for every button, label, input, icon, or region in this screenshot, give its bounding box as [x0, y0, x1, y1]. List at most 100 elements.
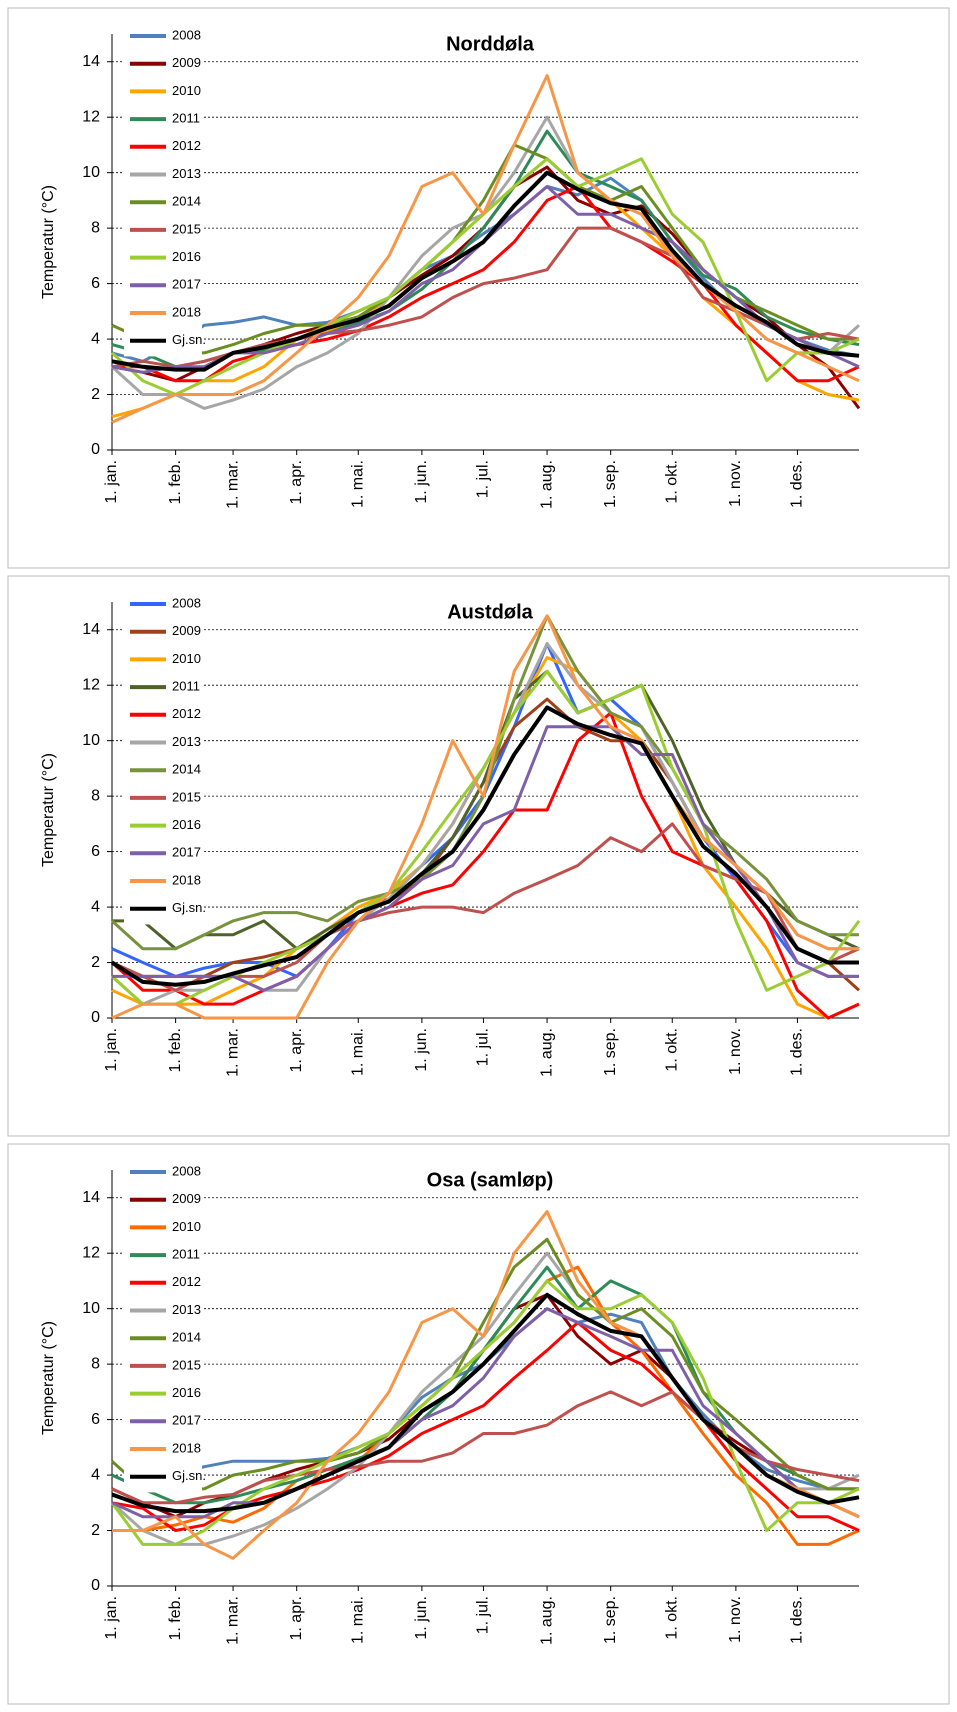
y-tick-label: 14 [82, 53, 100, 70]
y-tick-label: 6 [91, 275, 100, 292]
legend-label: 2010 [172, 83, 201, 98]
x-tick-label: 1. okt. [663, 1028, 680, 1072]
legend-label: 2011 [172, 111, 200, 126]
legend: 2008 2009 2010 2011 2012 2013 2014 2015 2016 2017… [124, 22, 206, 357]
x-tick-label: 1. nov. [727, 1028, 744, 1075]
legend-label: 2009 [172, 55, 201, 70]
legend-label: Gj.sn. [172, 900, 206, 915]
y-tick-label: 12 [82, 1244, 100, 1261]
panel-frame [7, 1143, 950, 1705]
legend-label: 2017 [172, 1413, 201, 1428]
y-tick-label: 10 [82, 732, 100, 749]
legend-bg [124, 22, 202, 357]
x-tick-label: 1. mar. [224, 1028, 241, 1077]
series-line [111, 1265, 859, 1505]
y-tick-label: 4 [91, 1466, 100, 1483]
y-tick-label: 0 [91, 1009, 100, 1026]
y-tick-label: 0 [91, 441, 100, 458]
x-tick-label: 1. apr. [288, 1028, 305, 1072]
x-tick-label: 1. jun. [413, 1028, 430, 1072]
legend-label: 2009 [172, 623, 201, 638]
x-tick-label: 1. jan. [103, 1028, 120, 1072]
chart-title: Norddøla [446, 33, 535, 55]
legend-bg [124, 1158, 202, 1493]
series-line [111, 129, 860, 369]
series-line [111, 74, 860, 424]
legend-label: 2016 [172, 249, 201, 264]
legend-label: 2011 [172, 679, 200, 694]
legend-label: 2015 [172, 1357, 201, 1372]
legend-label: 2008 [172, 27, 201, 42]
series-line [110, 705, 859, 987]
chart-panel: 0 2 4 6 8 10 12 14 1. jan. 1. feb. 1. mar. 1. apr. 1… [7, 575, 950, 1137]
y-axis-label: Temperatur (°C) [40, 1321, 57, 1435]
legend: 2008 2009 2010 2011 2012 2013 2014 2015 2016 2017… [124, 1158, 206, 1493]
x-tick-label: 1. mar. [224, 460, 241, 509]
x-tick-label: 1. mai. [349, 460, 366, 508]
legend-label: 2010 [172, 1219, 201, 1234]
legend-label: 2016 [172, 817, 201, 832]
legend-label: 2015 [172, 221, 201, 236]
y-tick-label: 2 [91, 386, 100, 403]
legend-label: 2015 [172, 789, 201, 804]
x-tick-label: 1. okt. [663, 460, 680, 504]
y-tick-label: 8 [91, 219, 100, 236]
y-tick-label: 8 [91, 1355, 100, 1372]
series-line [110, 669, 861, 1006]
x-tick-label: 1. sep. [602, 1596, 619, 1644]
legend-label: 2016 [172, 1385, 201, 1400]
series-line [110, 1237, 859, 1491]
legend-label: 2012 [172, 1274, 201, 1289]
legend-label: 2012 [172, 706, 201, 721]
legend-label: 2011 [172, 1247, 200, 1262]
series-line [110, 1251, 860, 1546]
x-tick-label: 1. apr. [288, 460, 305, 504]
legend-label: 2018 [172, 872, 201, 887]
legend-label: 2010 [172, 651, 201, 666]
x-tick-label: 1. feb. [167, 1596, 184, 1640]
y-tick-label: 10 [82, 1300, 100, 1317]
legend-label: Gj.sn. [172, 332, 206, 347]
legend-label: 2018 [172, 1440, 201, 1455]
x-tick-label: 1. jun. [413, 460, 430, 504]
y-tick-label: 6 [91, 1411, 100, 1428]
y-axis-label: Temperatur (°C) [40, 185, 57, 299]
x-tick-label: 1. aug. [538, 1596, 555, 1645]
legend-label: 2012 [172, 138, 201, 153]
y-tick-label: 4 [91, 898, 100, 915]
panel-frame [7, 7, 950, 569]
legend-label: Gj.sn. [172, 1468, 206, 1483]
x-tick-label: 1. aug. [538, 1028, 555, 1077]
legend-label: 2017 [172, 845, 201, 860]
y-tick-label: 8 [91, 787, 100, 804]
legend-label: 2014 [172, 194, 201, 209]
series-line [111, 614, 859, 1020]
x-tick-label: 1. nov. [727, 1596, 744, 1643]
y-tick-label: 0 [91, 1577, 100, 1594]
y-tick-label: 2 [91, 1522, 100, 1539]
legend-label: 2017 [172, 277, 201, 292]
y-tick-label: 14 [82, 1189, 100, 1206]
legend-label: 2013 [172, 734, 201, 749]
chart-title: Osa (samløp) [427, 1169, 554, 1191]
x-tick-label: 1. jan. [103, 1596, 120, 1640]
x-tick-label: 1. jan. [103, 460, 120, 504]
chart-panel: 0 2 4 6 8 10 12 14 1. jan. 1. feb. 1. mar. 1. apr. 1… [7, 7, 950, 569]
series-line [111, 1307, 860, 1519]
legend-label: 2008 [172, 595, 201, 610]
x-tick-label: 1. jul. [475, 1028, 492, 1066]
x-tick-label: 1. aug. [538, 460, 555, 509]
y-tick-label: 4 [91, 330, 100, 347]
x-tick-label: 1. sep. [602, 460, 619, 508]
y-tick-label: 12 [82, 108, 100, 125]
y-axis-label: Temperatur (°C) [40, 753, 57, 867]
x-tick-label: 1. des. [789, 1596, 806, 1644]
x-tick-label: 1. mar. [224, 1596, 241, 1645]
y-tick-label: 10 [82, 164, 100, 181]
panel-frame [7, 575, 950, 1137]
legend-label: 2014 [172, 1330, 201, 1345]
series-line [110, 115, 861, 410]
series-line [112, 185, 860, 383]
